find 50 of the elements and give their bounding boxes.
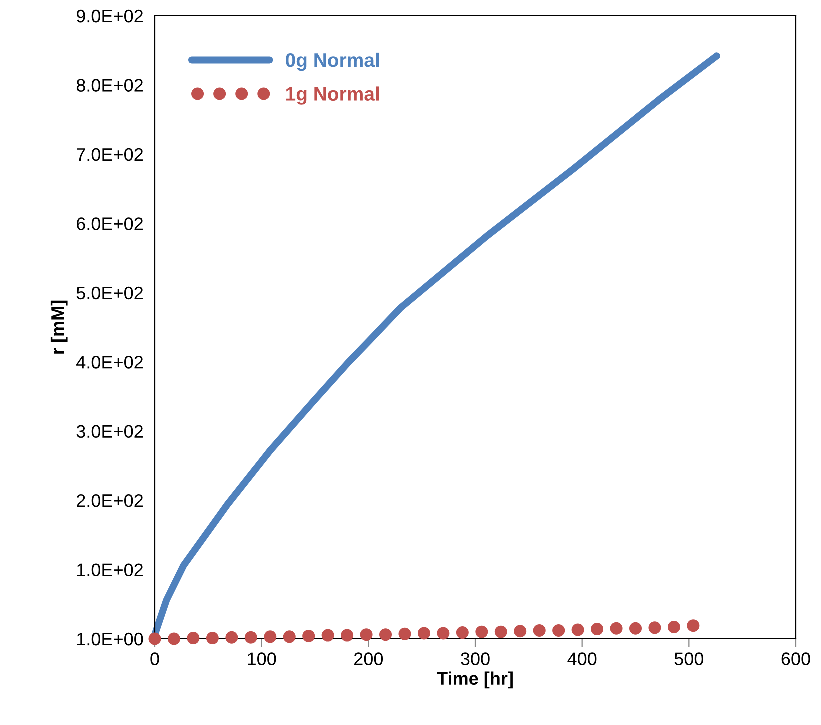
point — [206, 632, 219, 645]
x-tick-label: 0 — [150, 652, 160, 666]
point — [668, 620, 680, 634]
x-tick-label: 600 — [782, 652, 810, 666]
point — [187, 632, 200, 645]
point — [360, 628, 373, 642]
y-axis-title: r [mM] — [50, 300, 68, 354]
point — [456, 626, 469, 640]
point — [341, 629, 354, 642]
point — [226, 631, 238, 644]
point — [168, 632, 180, 646]
point — [437, 627, 450, 640]
y-tick-label: 8.0E+02 — [76, 79, 143, 92]
y-tick-label: 9.0E+02 — [76, 10, 143, 23]
point — [591, 623, 604, 636]
point — [533, 624, 546, 637]
point — [494, 626, 508, 638]
point — [148, 632, 162, 646]
x-tick-label: 200 — [354, 652, 384, 666]
point — [630, 622, 642, 635]
point — [264, 630, 277, 644]
x-axis-title: Time [hr] — [437, 672, 513, 689]
point — [648, 622, 662, 634]
y-tick-label: 1.0E+02 — [78, 564, 143, 576]
point — [610, 622, 623, 635]
y-tick-label: 7.0E+02 — [77, 148, 143, 162]
point — [322, 629, 334, 642]
y-tick-label: 5.0E+02 — [76, 286, 143, 300]
x-tick-label: 400 — [568, 652, 597, 666]
point — [572, 624, 584, 636]
point — [398, 628, 412, 640]
y-tick-label: 6.0E+02 — [77, 218, 143, 230]
point — [552, 624, 566, 637]
y-tick-label: 4.0E+02 — [76, 356, 143, 369]
point — [302, 630, 316, 642]
x-tick-label: 500 — [674, 652, 704, 666]
x-tick-label: 100 — [248, 652, 276, 666]
point — [514, 625, 527, 638]
point — [244, 631, 258, 644]
y-tick-label: 3.0E+02 — [76, 425, 143, 438]
point — [687, 620, 700, 632]
point — [418, 627, 430, 640]
y-tick-label: 1.0E+00 — [78, 632, 144, 646]
point — [380, 628, 392, 642]
legend-label: 1g Normal — [286, 86, 379, 105]
y-tick-label: 2.0E+02 — [77, 494, 143, 508]
point — [283, 630, 296, 644]
x-tick-label: 300 — [461, 652, 490, 666]
legend-label: 0g Normal — [286, 52, 379, 72]
point — [476, 626, 488, 638]
